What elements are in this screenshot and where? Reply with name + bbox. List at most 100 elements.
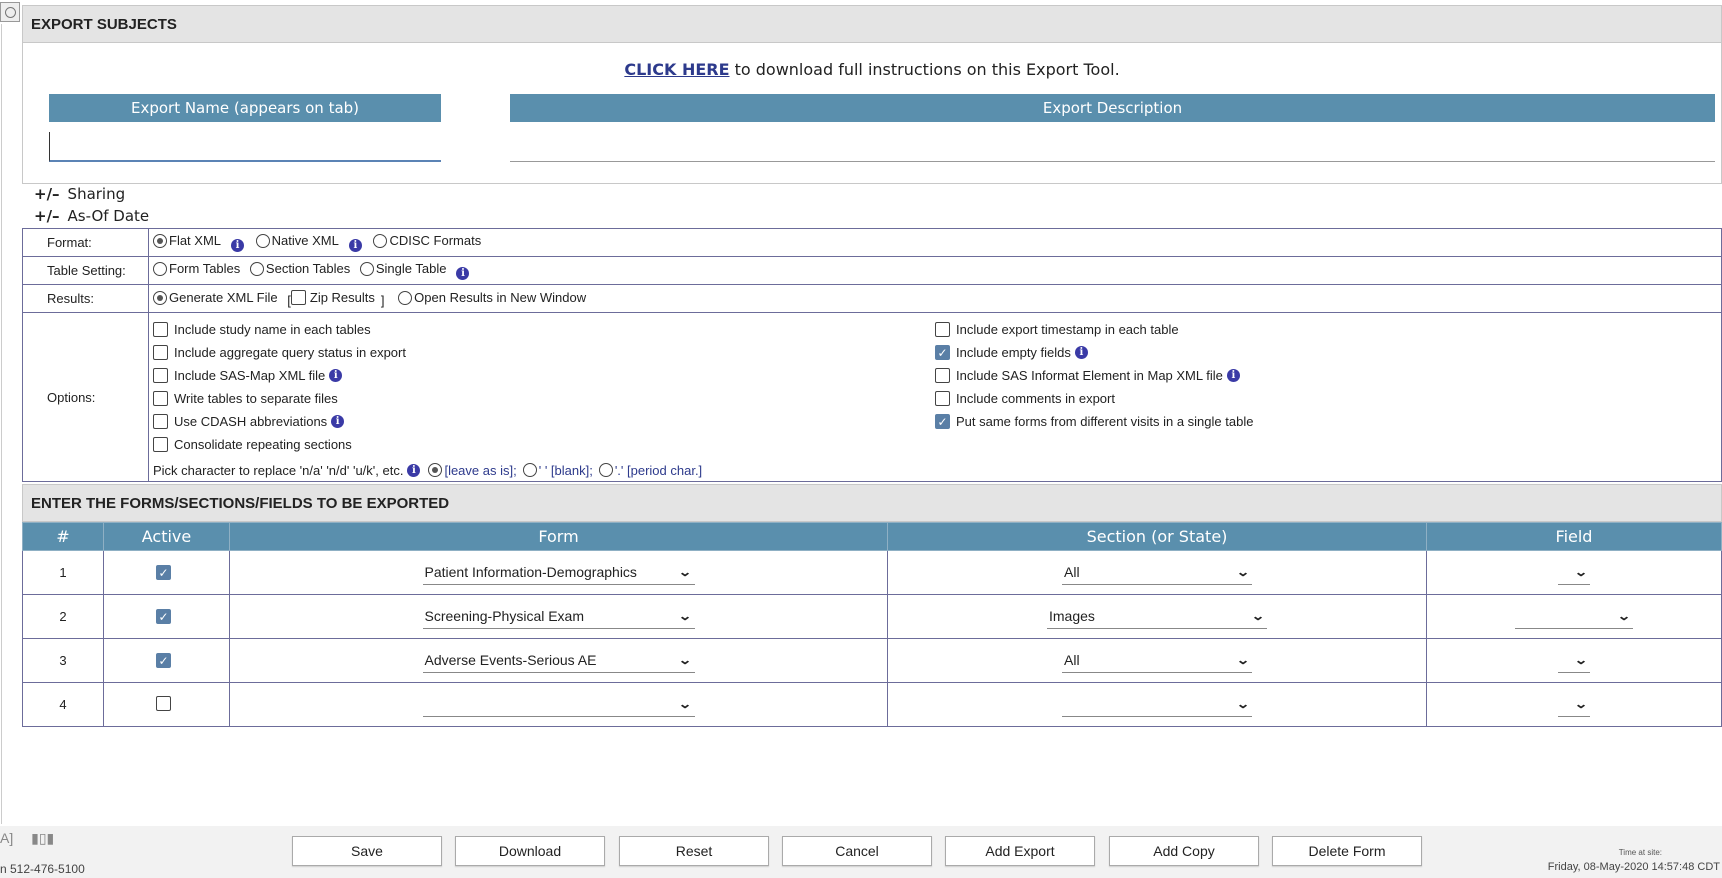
column-header-field: Field: [1426, 522, 1722, 551]
options-label: Options:: [22, 312, 149, 482]
table-row: 4 ⌄ ⌄ ⌄: [22, 682, 1722, 727]
option-separate-files[interactable]: Write tables to separate files: [153, 387, 935, 410]
blank-radio[interactable]: ' ' [blank];: [522, 462, 593, 478]
active-checkbox[interactable]: [156, 695, 171, 711]
forms-section-title: ENTER THE FORMS/SECTIONS/FIELDS TO BE EX…: [22, 484, 1722, 522]
reset-button[interactable]: Reset: [619, 836, 769, 866]
radio-icon: [359, 261, 374, 276]
active-checkbox[interactable]: ✓: [156, 565, 171, 581]
field-select[interactable]: ⌄: [1515, 605, 1633, 629]
active-checkbox[interactable]: ✓: [156, 609, 171, 625]
delete-form-button[interactable]: Delete Form: [1272, 836, 1422, 866]
form-select[interactable]: Screening-Physical Exam ⌄: [422, 605, 695, 629]
section-select[interactable]: All ⌄: [1062, 649, 1252, 673]
bar-chart-icon[interactable]: ▮▯▮: [31, 830, 55, 846]
radio-label: [leave as is];: [444, 462, 517, 478]
format-row: Format: Flat XML i Native XML i CDISC Form…: [22, 228, 1722, 257]
info-icon[interactable]: i: [348, 238, 362, 252]
chevron-down-icon: ⌄: [1235, 653, 1251, 667]
single-table-radio[interactable]: Single Table: [359, 261, 446, 276]
info-icon[interactable]: i: [329, 369, 343, 382]
checkbox-icon: [290, 289, 306, 305]
field-select[interactable]: ⌄: [1558, 693, 1590, 717]
form-select[interactable]: Patient Information-Demographics ⌄: [422, 561, 695, 585]
section-select[interactable]: All ⌄: [1062, 561, 1252, 585]
save-button[interactable]: Save: [292, 836, 442, 866]
option-study-name[interactable]: Include study name in each tables: [153, 318, 935, 341]
add-export-button[interactable]: Add Export: [945, 836, 1095, 866]
period-radio[interactable]: '.' [period char.]: [598, 463, 702, 478]
left-divider: [1, 24, 2, 824]
menu-toggle-icon[interactable]: [0, 2, 20, 22]
field-select[interactable]: ⌄: [1558, 561, 1590, 585]
export-info-panel: CLICK HERE to download full instructions…: [22, 42, 1722, 184]
open-new-window-radio[interactable]: Open Results in New Window: [398, 290, 586, 305]
bracket-icon[interactable]: A]: [0, 830, 14, 846]
export-description-input[interactable]: [510, 132, 1715, 162]
info-icon[interactable]: i: [407, 463, 421, 477]
checkbox-icon: [153, 345, 168, 360]
option-sas-map[interactable]: Include SAS-Map XML file i: [153, 364, 935, 387]
active-checkbox[interactable]: ✓: [156, 653, 171, 669]
option-comments[interactable]: Include comments in export: [935, 387, 1717, 410]
generate-xml-radio[interactable]: Generate XML File: [153, 290, 278, 305]
zip-bracket-open: [: [287, 292, 291, 308]
section-select[interactable]: ⌄: [1062, 693, 1252, 717]
form-select[interactable]: ⌄: [422, 693, 695, 717]
options-left-column: Include study name in each tables Includ…: [153, 318, 935, 456]
format-flat-xml-radio[interactable]: Flat XML: [153, 233, 221, 248]
leave-as-is-radio[interactable]: [leave as is];: [428, 462, 517, 478]
radio-label: CDISC Formats: [389, 233, 482, 249]
section-select[interactable]: Images ⌄: [1047, 605, 1267, 629]
add-copy-button[interactable]: Add Copy: [1109, 836, 1259, 866]
chevron-down-icon: ⌄: [1616, 609, 1632, 624]
export-name-input[interactable]: [49, 132, 441, 162]
checkbox-icon: [935, 322, 950, 337]
radio-label: ' ' [blank];: [538, 462, 593, 478]
option-timestamp[interactable]: Include export timestamp in each table: [935, 318, 1717, 341]
checkbox-label: Zip Results: [309, 289, 375, 305]
instructions-line: CLICK HERE to download full instructions…: [23, 60, 1721, 79]
option-label: Include comments in export: [956, 391, 1115, 406]
chevron-down-icon: ⌄: [678, 653, 693, 667]
option-same-forms[interactable]: ✓ Put same forms from different visits in…: [935, 410, 1717, 433]
export-name-label: Export Name (appears on tab): [49, 94, 441, 122]
support-phone: n 512-476-5100: [0, 862, 85, 876]
form-tables-radio[interactable]: Form Tables: [153, 261, 240, 276]
info-icon[interactable]: i: [231, 238, 245, 252]
cancel-button[interactable]: Cancel: [782, 836, 932, 866]
select-value: All: [1064, 652, 1080, 668]
instructions-link[interactable]: CLICK HERE: [624, 60, 730, 79]
chevron-down-icon: ⌄: [1235, 697, 1251, 712]
download-button[interactable]: Download: [455, 836, 605, 866]
option-aggregate-query[interactable]: Include aggregate query status in export: [153, 341, 935, 364]
option-empty-fields[interactable]: ✓ Include empty fields i: [935, 341, 1717, 364]
as-of-date-toggle[interactable]: +/– As-Of Date: [34, 207, 149, 225]
section-tables-radio[interactable]: Section Tables: [249, 261, 351, 277]
info-icon[interactable]: i: [331, 415, 345, 428]
results-options: Generate XML File [Zip Results] Open Res…: [148, 284, 1722, 313]
field-select[interactable]: ⌄: [1558, 649, 1590, 673]
format-cdisc-radio[interactable]: CDISC Formats: [373, 233, 481, 248]
form-select[interactable]: Adverse Events-Serious AE ⌄: [422, 649, 695, 673]
footer-icons: A] ▮▯▮: [0, 830, 54, 847]
sharing-toggle[interactable]: +/– Sharing: [34, 185, 125, 203]
option-consolidate[interactable]: Consolidate repeating sections: [153, 433, 935, 456]
format-native-xml-radio[interactable]: Native XML: [255, 233, 339, 248]
option-label: Use CDASH abbreviations: [174, 414, 328, 429]
replace-char-row: Pick character to replace 'n/a' 'n/d' 'u…: [153, 460, 1720, 480]
info-icon[interactable]: i: [456, 266, 470, 280]
zip-results-checkbox[interactable]: Zip Results: [290, 289, 375, 305]
option-cdash[interactable]: Use CDASH abbreviations i: [153, 410, 935, 433]
radio-label: Section Tables: [265, 261, 351, 277]
radio-icon: [153, 233, 167, 248]
info-icon[interactable]: i: [1074, 346, 1088, 359]
info-icon[interactable]: i: [1226, 369, 1240, 382]
row-number: 3: [22, 638, 104, 683]
option-label: Include aggregate query status in export: [174, 345, 406, 360]
option-sas-informat[interactable]: Include SAS Informat Element in Map XML …: [935, 364, 1717, 387]
results-row: Results: Generate XML File [Zip Results]…: [22, 284, 1722, 313]
chevron-down-icon: ⌄: [1573, 697, 1589, 712]
select-value: Images: [1049, 608, 1095, 624]
chevron-down-icon: ⌄: [678, 697, 693, 712]
